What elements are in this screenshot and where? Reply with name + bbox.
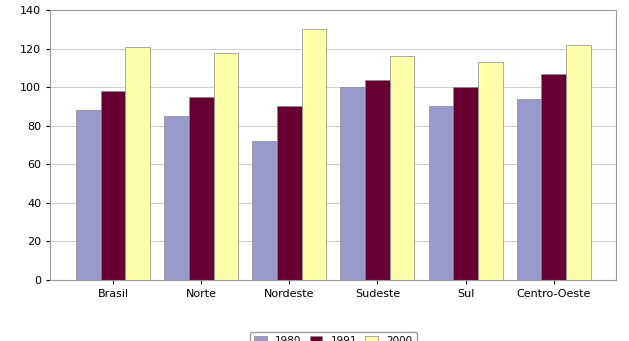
Bar [277,106,302,280]
Bar [101,91,125,280]
Bar [189,97,213,280]
Bar [125,47,150,280]
Bar [566,45,591,280]
Bar [390,56,415,280]
Legend: 1980, 1991, 2000: 1980, 1991, 2000 [250,331,416,341]
Bar [428,106,454,280]
Bar [252,141,277,280]
Bar [213,53,238,280]
Bar [340,87,365,280]
Bar [76,110,101,280]
Bar [454,87,478,280]
Bar [542,74,566,280]
Bar [516,99,542,280]
Bar [164,116,189,280]
Bar [302,29,326,280]
Bar [365,79,390,280]
Bar [478,62,503,280]
